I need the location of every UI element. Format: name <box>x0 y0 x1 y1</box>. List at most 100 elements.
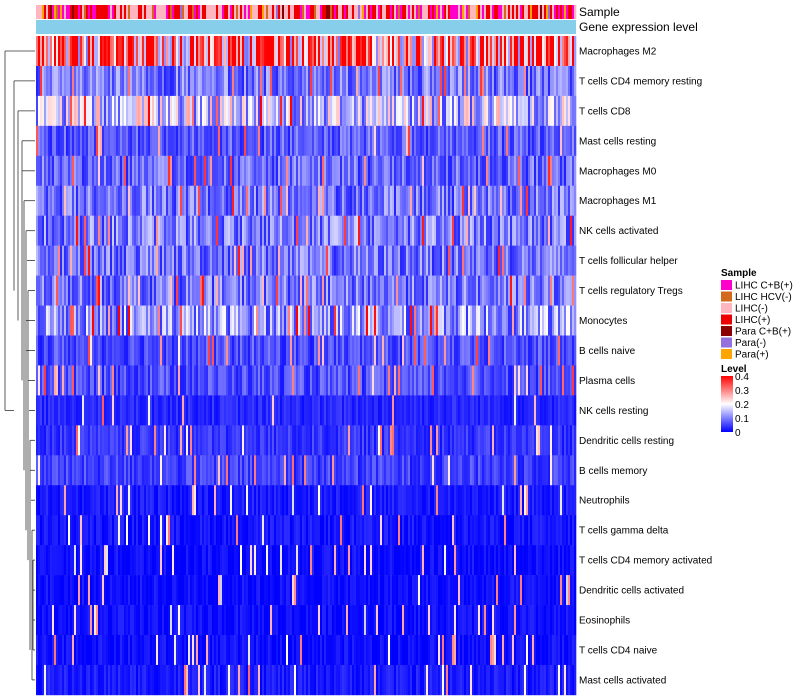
heatmap-cell <box>534 95 537 127</box>
heatmap-cell <box>520 395 523 426</box>
heatmap-cell <box>530 275 533 306</box>
heatmap-cell <box>258 275 261 306</box>
heatmap-cell <box>490 36 493 67</box>
heatmap-cell <box>328 125 331 157</box>
heatmap-cell <box>514 365 517 396</box>
heatmap-cell <box>458 155 461 187</box>
heatmap-cell <box>396 95 399 127</box>
heatmap-cell <box>50 455 53 486</box>
heatmap-cell <box>234 545 237 576</box>
heatmap-cell <box>212 425 215 456</box>
heatmap-cell <box>88 155 91 187</box>
heatmap-cell <box>126 65 129 97</box>
heatmap-cell <box>276 155 279 187</box>
heatmap-cell <box>306 395 309 426</box>
heatmap-cell <box>526 455 529 486</box>
heatmap-cell <box>44 155 47 187</box>
heatmap-cell <box>488 65 491 97</box>
sample-annotation-cell <box>430 5 433 19</box>
heatmap-cell <box>346 95 349 127</box>
heatmap-cell <box>48 305 51 336</box>
heatmap-cell <box>440 215 443 246</box>
heatmap-cell <box>322 425 325 456</box>
heatmap-cell <box>100 335 103 366</box>
heatmap-cell <box>180 275 183 306</box>
heatmap-cell <box>332 425 335 456</box>
heatmap-cell <box>98 515 101 546</box>
heatmap-cell <box>462 36 465 67</box>
heatmap-cell <box>176 215 179 246</box>
heatmap-cell <box>320 455 323 486</box>
heatmap-cell <box>438 305 441 336</box>
heatmap-cell <box>190 515 193 546</box>
heatmap-cell <box>72 245 75 276</box>
heatmap-cell <box>236 455 239 486</box>
heatmap-cell <box>362 95 365 127</box>
heatmap-cell <box>294 485 297 516</box>
heatmap-cell <box>134 455 137 486</box>
heatmap-cell <box>408 36 411 67</box>
heatmap-cell <box>562 275 565 306</box>
heatmap-cell <box>502 515 505 546</box>
heatmap-cell <box>180 305 183 336</box>
heatmap-cell <box>374 185 377 216</box>
heatmap-cell <box>178 365 181 396</box>
heatmap-cell <box>482 455 485 486</box>
heatmap-cell <box>566 455 569 486</box>
heatmap-cell <box>54 425 57 456</box>
heatmap-cell <box>244 455 247 486</box>
heatmap-cell <box>286 305 289 336</box>
heatmap-cell <box>350 275 353 306</box>
heatmap-cell <box>178 425 181 456</box>
heatmap-cell <box>116 125 119 157</box>
heatmap-cell <box>484 455 487 486</box>
heatmap-cell <box>136 155 139 187</box>
heatmap-cell <box>282 36 285 67</box>
heatmap-cell <box>494 185 497 216</box>
heatmap-cell <box>342 65 345 97</box>
heatmap-cell <box>336 125 339 157</box>
heatmap-cell <box>306 36 309 67</box>
heatmap-cell <box>98 185 101 216</box>
heatmap-cell <box>64 485 67 516</box>
heatmap-cell <box>94 95 97 127</box>
sample-annotation-cell <box>530 5 533 19</box>
heatmap-cell <box>134 395 137 426</box>
heatmap-cell <box>216 125 219 157</box>
heatmap-cell <box>284 485 287 516</box>
heatmap-cell <box>546 155 549 187</box>
heatmap-cell <box>128 185 131 216</box>
heatmap-cell <box>198 335 201 366</box>
sample-annotation-cell <box>482 5 485 19</box>
heatmap-cell <box>544 185 547 216</box>
heatmap-cell <box>572 485 575 516</box>
heatmap-cell <box>186 215 189 246</box>
heatmap-cell <box>522 515 525 546</box>
heatmap-cell <box>130 395 133 426</box>
heatmap-cell <box>390 365 393 396</box>
heatmap-cell <box>50 65 53 97</box>
heatmap-cell <box>390 335 393 366</box>
heatmap-cell <box>204 395 207 426</box>
heatmap-cell <box>42 125 45 157</box>
heatmap-cell <box>84 36 87 67</box>
heatmap-cell <box>344 185 347 216</box>
heatmap-cell <box>148 65 151 97</box>
heatmap-cell <box>288 275 291 306</box>
heatmap-cell <box>238 36 241 67</box>
heatmap-cell <box>78 335 81 366</box>
heatmap-cell <box>164 95 167 127</box>
heatmap-cell <box>356 215 359 246</box>
heatmap-cell <box>130 485 133 516</box>
heatmap-cell <box>520 305 523 336</box>
heatmap-cell <box>534 395 537 426</box>
heatmap-cell <box>476 245 479 276</box>
heatmap-cell <box>332 65 335 97</box>
heatmap-cell <box>70 36 73 67</box>
heatmap-cell <box>248 485 251 516</box>
heatmap-cell <box>348 425 351 456</box>
heatmap-cell <box>464 425 467 456</box>
sample-annotation-cell <box>476 5 479 19</box>
heatmap-cell <box>390 125 393 157</box>
heatmap-cell <box>326 65 329 97</box>
